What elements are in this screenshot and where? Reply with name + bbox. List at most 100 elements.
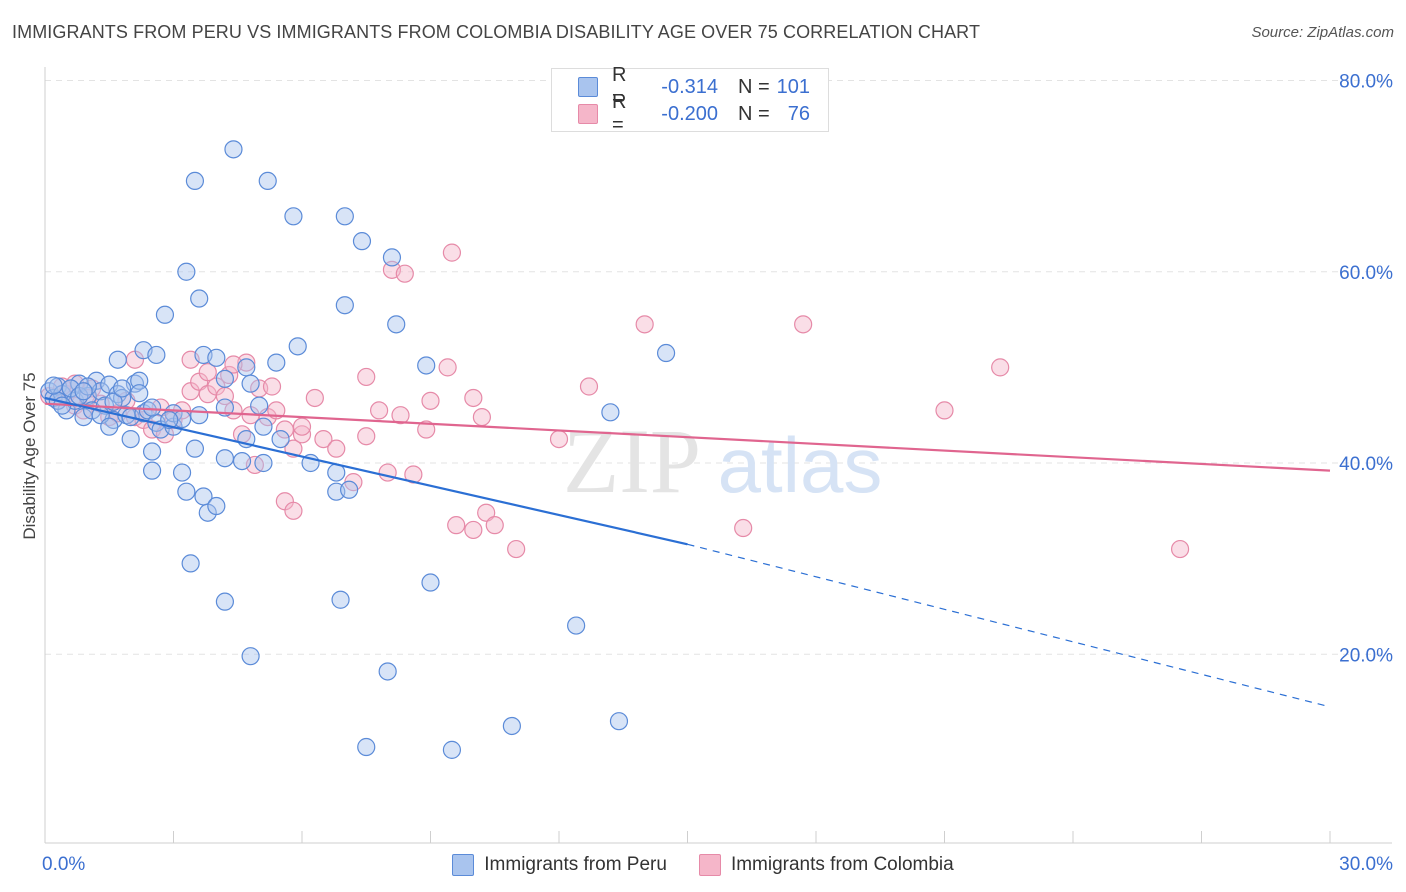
colombia-point	[549, 429, 569, 449]
peru-point	[155, 305, 175, 324]
colombia-point	[991, 358, 1010, 377]
axes	[44, 67, 1392, 844]
source-label: Source: ZipAtlas.com	[1251, 24, 1394, 41]
peru-swatch	[578, 77, 598, 97]
peru-n-label: N =	[738, 75, 770, 98]
chart-title: IMMIGRANTS FROM PERU VS IMMIGRANTS FROM …	[12, 22, 981, 42]
legend-colombia-swatch	[698, 854, 721, 876]
peru-point	[378, 662, 397, 681]
peru-point	[142, 442, 162, 461]
colombia-point	[447, 516, 466, 535]
legend-row-peru: R = -0.314 N = 101	[552, 64, 810, 109]
watermark-zip: ZIP	[563, 410, 701, 512]
peru-point	[417, 356, 436, 375]
peru-point	[177, 262, 196, 281]
colombia-point	[442, 243, 462, 262]
colombia-trend-line	[44, 402, 1331, 472]
peru-n-value: 101	[776, 75, 810, 98]
peru-point	[250, 396, 269, 415]
trend-lines	[44, 396, 1331, 708]
peru-points	[40, 140, 676, 759]
peru-point	[258, 171, 277, 191]
y-tick-label-60: 60.0%	[1339, 263, 1393, 284]
peru-point	[232, 451, 252, 471]
legend-item-colombia[interactable]: Immigrants from Colombia	[698, 854, 954, 876]
watermark-atlas: atlas	[718, 421, 883, 509]
colombia-point	[305, 388, 324, 408]
colombia-point	[507, 539, 526, 559]
colombia-point	[417, 420, 436, 439]
colombia-point	[391, 406, 410, 425]
peru-point	[215, 369, 234, 388]
y-tick-label-20: 20.0%	[1339, 645, 1393, 666]
peru-point	[567, 616, 586, 635]
peru-point	[142, 398, 162, 417]
legend-item-peru[interactable]: Immigrants from Peru	[452, 854, 667, 876]
colombia-point	[935, 401, 954, 420]
colombia-point	[485, 516, 504, 535]
colombia-point	[579, 377, 599, 396]
peru-point	[271, 429, 290, 449]
legend-peru-swatch	[452, 854, 475, 876]
peru-point	[74, 382, 93, 401]
peru-point	[207, 348, 226, 367]
peru-point	[442, 740, 462, 759]
colombia-point	[370, 401, 389, 420]
peru-point	[502, 716, 521, 736]
peru-point	[656, 343, 676, 363]
peru-point	[224, 140, 243, 159]
x-tick-label-min: 0.0%	[42, 854, 85, 875]
peru-point	[190, 406, 209, 425]
colombia-point	[734, 518, 753, 538]
colombia-point	[357, 367, 376, 387]
colombia-point	[1170, 539, 1190, 559]
peru-trend-extension	[687, 543, 1331, 708]
tick-labels: 20.0% 40.0% 60.0% 80.0% 0.0% 30.0%	[42, 72, 1393, 876]
colombia-point	[477, 503, 496, 522]
peru-point	[241, 647, 260, 666]
peru-point	[142, 461, 162, 480]
peru-point	[185, 439, 205, 458]
colombia-point	[635, 315, 654, 334]
peru-point	[288, 337, 307, 356]
peru-point	[185, 171, 205, 191]
colombia-point	[421, 391, 440, 410]
peru-r-label: R =	[612, 64, 627, 109]
peru-point	[352, 232, 372, 251]
peru-point	[44, 376, 63, 395]
colombia-point	[314, 429, 333, 449]
peru-point	[421, 573, 440, 592]
peru-point	[331, 590, 350, 609]
peru-point	[207, 496, 226, 516]
colombia-r-label: R =	[612, 91, 627, 136]
peru-point	[112, 379, 132, 398]
peru-point	[267, 353, 286, 372]
legend-row-colombia: R = -0.200 N = 76	[552, 91, 810, 136]
colombia-point	[357, 427, 376, 446]
peru-point	[241, 374, 260, 393]
y-tick-label-80: 80.0%	[1339, 72, 1393, 93]
colombia-point	[198, 363, 217, 382]
colombia-n-value: 76	[787, 102, 810, 125]
peru-point	[172, 463, 192, 482]
correlation-legend: R = -0.314 N = 101 R = -0.200 N = 76	[551, 64, 829, 136]
peru-point	[130, 384, 149, 403]
peru-point	[112, 388, 132, 408]
colombia-n-label: N =	[738, 102, 770, 125]
peru-point	[601, 403, 620, 422]
peru-point	[108, 350, 127, 369]
colombia-point	[464, 520, 483, 540]
colombia-point	[794, 315, 813, 334]
peru-point	[177, 482, 196, 501]
peru-point	[181, 554, 200, 573]
peru-point	[609, 712, 629, 731]
peru-point	[387, 315, 406, 334]
y-tick-label-40: 40.0%	[1339, 454, 1393, 475]
colombia-point	[292, 425, 312, 444]
peru-point	[215, 592, 234, 611]
legend-peru-label: Immigrants from Peru	[484, 854, 667, 875]
peru-point	[121, 429, 140, 449]
peru-point	[340, 480, 359, 499]
peru-r-value: -0.314	[661, 75, 718, 98]
